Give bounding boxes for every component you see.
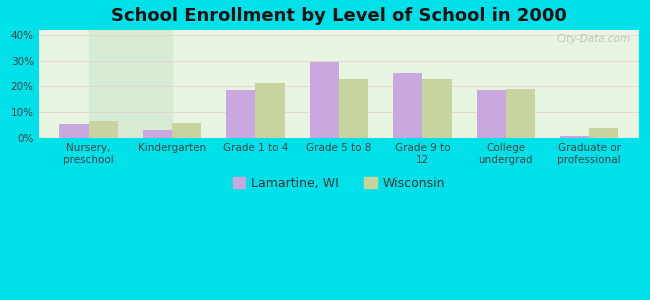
Bar	[88, 70, 172, 92]
Bar	[590, 128, 618, 138]
Title: School Enrollment by Level of School in 2000: School Enrollment by Level of School in …	[111, 7, 567, 25]
Text: City-Data.com: City-Data.com	[556, 34, 630, 44]
Bar	[476, 90, 506, 138]
Bar	[88, 0, 172, 1]
Bar	[59, 124, 88, 138]
Bar	[506, 89, 535, 138]
Bar	[560, 136, 590, 138]
Bar	[143, 130, 172, 138]
Bar	[255, 82, 285, 138]
Legend: Lamartine, WI, Wisconsin: Lamartine, WI, Wisconsin	[227, 172, 450, 195]
Bar	[88, 24, 172, 47]
Bar	[393, 74, 422, 138]
Bar	[226, 90, 255, 138]
Bar	[88, 115, 172, 138]
Bar	[88, 1, 172, 24]
Bar	[309, 62, 339, 138]
Bar	[172, 123, 202, 138]
Bar	[88, 121, 118, 138]
Bar	[88, 47, 172, 70]
Bar	[339, 79, 368, 138]
Bar	[422, 79, 452, 138]
Bar	[88, 92, 172, 115]
